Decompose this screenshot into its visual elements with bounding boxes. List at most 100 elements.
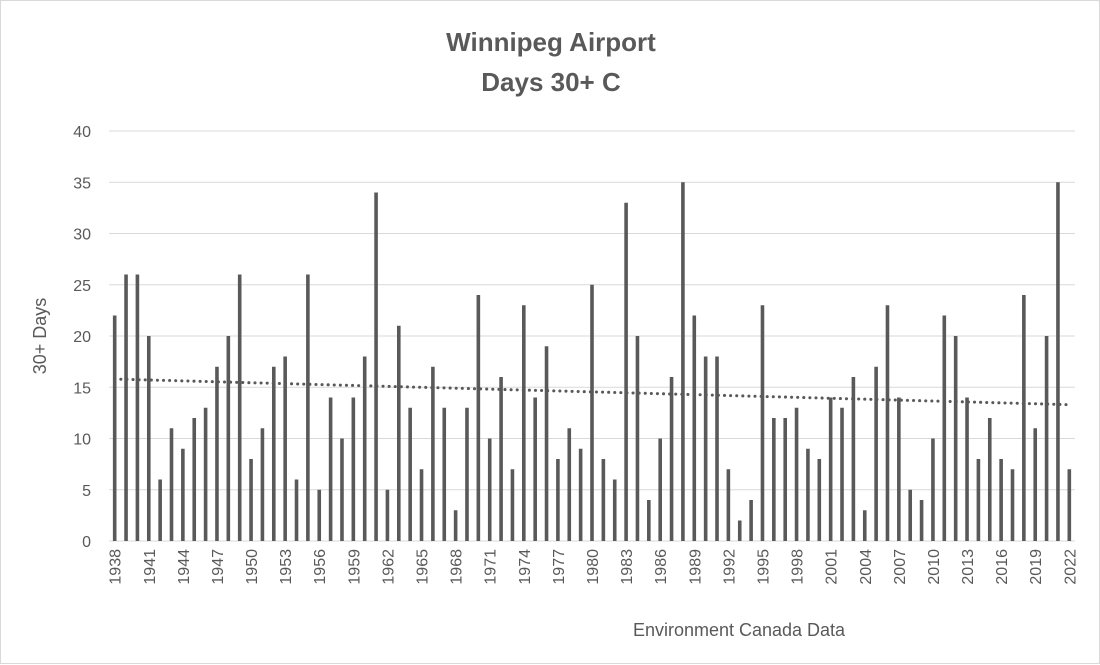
bar [590,284,594,541]
trendline-group [113,377,1071,407]
y-tick-label: 25 [73,278,91,295]
bar [237,274,242,541]
bar [1033,428,1038,541]
bar [919,500,924,541]
x-tick-label: 1983 [619,549,636,585]
x-tick-label: 1989 [687,549,704,585]
bar [999,459,1003,541]
x-tick-label: 1995 [755,549,772,585]
bar [124,274,128,541]
bar [419,469,424,541]
bar [772,418,776,541]
y-tick-label: 15 [73,380,91,397]
bar [1056,182,1060,541]
bar [749,500,753,541]
bar [862,510,867,541]
bar [1010,469,1015,541]
bar [340,438,344,541]
x-tick-label: 1974 [517,549,534,585]
bar [692,315,697,541]
bar [226,336,231,541]
x-tick-label: 2022 [1062,549,1079,585]
bar [351,397,356,541]
bar [465,407,469,541]
bar [806,448,810,541]
x-tick-label: 1950 [244,549,261,585]
bar [510,469,515,541]
bar [362,356,367,541]
x-tick-label: 1944 [176,549,193,585]
bar [635,336,640,541]
bar [317,489,322,541]
bar [976,459,981,541]
bar [1067,469,1072,541]
bar [726,469,731,541]
bar [942,315,947,541]
y-axis-label: 30+ Days [30,298,50,375]
bar [283,356,287,541]
y-tick-label: 20 [73,329,91,346]
bar [885,305,890,541]
x-tick-label: 1968 [449,549,466,585]
bar [146,336,151,541]
bar [544,346,549,541]
bar [203,407,208,541]
y-tick-label: 35 [73,175,91,192]
x-tick-label: 2007 [892,549,909,585]
y-tick-label: 40 [73,124,91,141]
x-tick-label: 1998 [790,549,807,585]
bar [260,428,265,541]
bar [624,202,628,541]
y-axis-ticks: 0 5 10 15 20 25 30 35 40 [73,124,91,551]
bar [681,182,685,541]
bar [931,438,935,541]
bar [397,325,401,541]
bar [181,448,185,541]
bar [612,479,617,541]
x-axis-ticks: 1938 1941 1944 1947 1950 1953 1956 1959 1962 1965… [108,549,1080,585]
x-tick-label: 2019 [1028,549,1045,585]
bar [374,192,378,541]
bar [112,315,117,541]
bar [817,459,822,541]
bar [794,407,799,541]
bar [908,489,913,541]
bar [703,356,708,541]
chart-subtitle: Days 30+ C [481,67,621,97]
bar [499,377,503,541]
bar [715,356,719,541]
x-tick-label: 1956 [312,549,329,585]
bar [135,274,140,541]
bar [658,438,662,541]
bar [328,397,333,541]
bar [408,407,412,541]
bar [840,407,844,541]
bar [522,305,526,541]
bar [874,366,878,541]
bar [556,459,560,541]
x-tick-label: 1980 [585,549,602,585]
source-annotation: Environment Canada Data [633,620,846,640]
bar [647,500,651,541]
bar [669,377,674,541]
bar [249,459,253,541]
bar [601,459,606,541]
y-tick-label: 0 [82,534,91,551]
bar [828,397,833,541]
x-tick-label: 1986 [653,549,670,585]
x-tick-label: 2013 [960,549,977,585]
bar [271,366,276,541]
y-tick-label: 10 [73,432,91,449]
bar [294,479,299,541]
chart-title: Winnipeg Airport [446,27,656,57]
bar [169,428,174,541]
x-tick-label: 1941 [142,549,159,585]
bar [897,397,901,541]
x-tick-label: 1953 [278,549,295,585]
bars [112,182,1072,541]
bar [783,418,787,541]
bar [533,397,537,541]
x-tick-label: 2001 [824,549,841,585]
